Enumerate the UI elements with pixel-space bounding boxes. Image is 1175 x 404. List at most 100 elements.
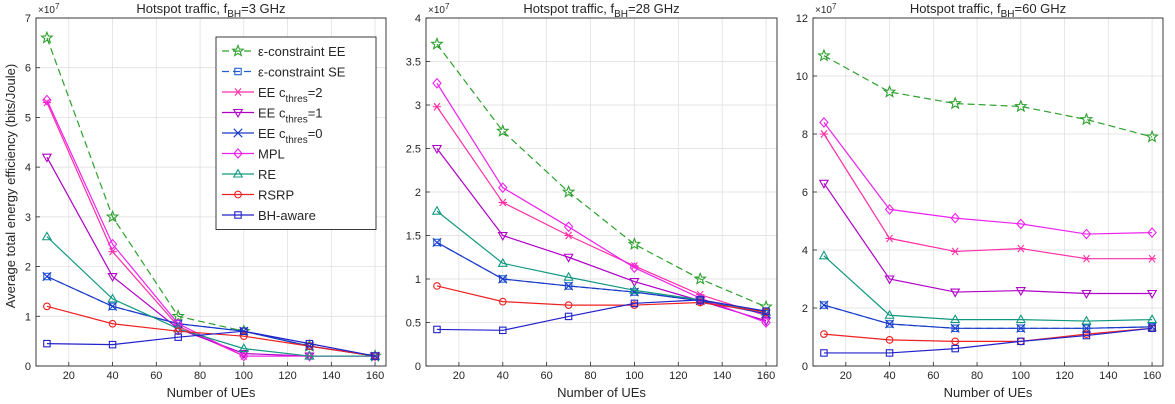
x-tick-label: 60 bbox=[150, 370, 162, 382]
data-point bbox=[239, 332, 248, 341]
y-tick-label: 12 bbox=[796, 13, 808, 25]
data-point bbox=[1014, 99, 1028, 113]
series-ee_c1 bbox=[818, 179, 1158, 300]
x-tick-label: 80 bbox=[584, 370, 596, 382]
legend-entry-eps_ee: ε-constraint EE bbox=[222, 43, 346, 59]
y-tick-label: 0 bbox=[802, 361, 808, 373]
data-point bbox=[107, 293, 118, 303]
data-point bbox=[1147, 254, 1157, 263]
x-axis-label: Number of UEs bbox=[944, 385, 1033, 400]
data-point bbox=[108, 302, 117, 311]
data-point bbox=[107, 272, 118, 283]
data-point bbox=[629, 278, 640, 288]
data-point bbox=[1082, 254, 1091, 263]
data-point bbox=[498, 182, 508, 194]
data-point bbox=[174, 333, 182, 341]
legend-entry-mpl: MPL bbox=[222, 147, 285, 162]
data-point bbox=[105, 209, 120, 223]
data-point bbox=[884, 319, 895, 329]
data-point bbox=[432, 77, 442, 89]
series-line bbox=[436, 106, 767, 317]
data-point bbox=[42, 94, 52, 106]
y-tick-label: 3 bbox=[25, 212, 31, 224]
data-point bbox=[1082, 331, 1091, 340]
legend-label: MPL bbox=[258, 147, 285, 162]
data-point bbox=[431, 144, 443, 155]
y-tick-label: 2 bbox=[415, 187, 421, 199]
data-point bbox=[371, 352, 379, 360]
series-ee_c2 bbox=[819, 130, 1157, 263]
series-line bbox=[823, 133, 1153, 260]
data-point bbox=[42, 271, 52, 282]
legend-entry-rsrp: RSRP bbox=[222, 188, 294, 203]
data-point bbox=[564, 281, 574, 291]
data-point bbox=[304, 350, 315, 362]
x-axis-label: Number of UEs bbox=[167, 385, 256, 400]
data-point bbox=[819, 300, 829, 310]
plot-frame bbox=[35, 17, 387, 367]
data-point bbox=[108, 340, 117, 349]
data-point bbox=[762, 307, 770, 315]
data-point bbox=[819, 130, 829, 138]
data-point bbox=[1081, 289, 1092, 300]
x-axis-label: Number of UEs bbox=[557, 385, 646, 400]
data-point bbox=[1145, 129, 1159, 143]
data-point bbox=[1016, 244, 1026, 253]
y-tick-label: 0 bbox=[415, 361, 421, 373]
data-point bbox=[43, 272, 51, 281]
series-line bbox=[46, 236, 376, 357]
x-tick-label: 40 bbox=[883, 370, 895, 382]
data-point bbox=[629, 262, 640, 274]
plot-frame bbox=[425, 17, 778, 367]
series-line bbox=[823, 182, 1153, 295]
y-tick-label: 2 bbox=[802, 303, 808, 315]
series-line bbox=[436, 241, 767, 315]
data-point bbox=[43, 339, 51, 348]
series-line bbox=[823, 327, 1153, 354]
data-point bbox=[1148, 324, 1156, 333]
x-tick-label: 20 bbox=[840, 370, 852, 382]
legend-label: EE cthres=1 bbox=[258, 106, 323, 126]
legend-label: RSRP bbox=[258, 188, 294, 203]
data-point bbox=[40, 30, 54, 44]
data-point bbox=[882, 84, 897, 98]
chart-title: Hotspot traffic, fBH=3 GHz bbox=[136, 1, 285, 20]
data-point bbox=[497, 231, 508, 242]
data-point bbox=[564, 312, 573, 321]
legend-label: ε-constraint EE bbox=[258, 44, 346, 59]
series-re bbox=[41, 231, 381, 360]
x-tick-label: 160 bbox=[1143, 370, 1161, 382]
data-point bbox=[563, 221, 574, 233]
data-point bbox=[884, 309, 895, 319]
series-re bbox=[818, 250, 1158, 325]
legend-label: EE cthres=2 bbox=[258, 85, 323, 105]
data-point bbox=[1081, 323, 1092, 333]
x-tick-label: 100 bbox=[625, 370, 643, 382]
y-tick-label: 0 bbox=[25, 361, 31, 373]
legend-entry-eps_se: ε-constraint SE bbox=[222, 65, 346, 80]
data-point bbox=[1147, 227, 1157, 239]
y-tick-label: 1 bbox=[415, 274, 421, 286]
series-bh bbox=[820, 324, 1156, 357]
y-tick-label: 6 bbox=[802, 187, 808, 199]
data-point bbox=[951, 337, 960, 346]
data-point bbox=[304, 352, 315, 362]
data-point bbox=[818, 250, 830, 260]
series-line bbox=[823, 255, 1153, 322]
x-tick-label: 120 bbox=[1055, 370, 1073, 382]
series-line bbox=[436, 43, 767, 308]
y-exponent-label: ×107 bbox=[815, 2, 837, 16]
x-tick-label: 80 bbox=[194, 370, 206, 382]
y-tick-label: 2 bbox=[25, 262, 31, 274]
data-point bbox=[41, 153, 53, 163]
data-point bbox=[1016, 323, 1026, 333]
data-point bbox=[884, 203, 895, 215]
legend-marker bbox=[233, 128, 243, 138]
series-ee_c0 bbox=[819, 300, 1157, 333]
y-tick-label: 3 bbox=[415, 100, 421, 112]
data-point bbox=[561, 184, 576, 198]
data-point bbox=[108, 247, 117, 256]
legend-marker bbox=[234, 211, 242, 219]
